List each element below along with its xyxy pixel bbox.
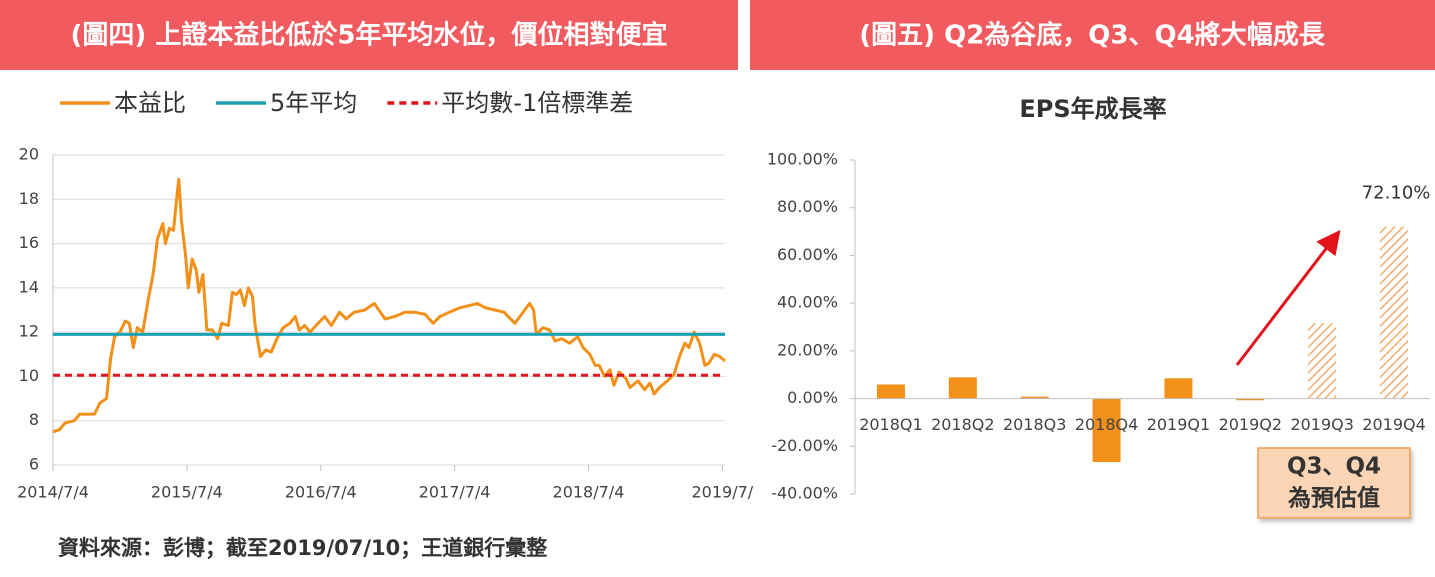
x-tick-label: 2014/7/4 (17, 483, 89, 502)
x-tick-label: 2019Q4 (1362, 415, 1426, 434)
source-note: 資料來源：彭博；截至2019/07/10；王道銀行彙整 (58, 536, 547, 560)
bar (1308, 323, 1337, 399)
bar (1236, 398, 1265, 401)
y-tick-label: 18 (19, 189, 39, 208)
y-tick-label: -40.00% (771, 484, 838, 503)
bar (1020, 396, 1049, 399)
x-tick-label: 2018Q2 (931, 415, 995, 434)
y-tick-label: 12 (19, 322, 39, 341)
y-tick-label: 80.00% (777, 197, 838, 216)
y-tick-label: 14 (19, 277, 39, 296)
panel-header: (圖四) 上證本益比低於5年平均水位，價位相對便宜 (71, 20, 668, 51)
bar (876, 384, 905, 399)
x-tick-label: 2019Q1 (1147, 415, 1211, 434)
y-tick-label: 20.00% (777, 340, 838, 359)
trend-arrow (1235, 229, 1341, 366)
y-tick-label: 6 (29, 455, 39, 474)
x-tick-label: 2019/7/ (691, 483, 753, 502)
chart-title: EPS年成長率 (1019, 95, 1166, 123)
legend-label: 5年平均 (270, 89, 357, 117)
y-tick-label: 16 (19, 233, 39, 252)
y-tick-label: 40.00% (777, 293, 838, 312)
header-bar (750, 0, 1435, 70)
value-label: 72.10% (1362, 183, 1431, 204)
series-line (52, 177, 726, 434)
x-tick-label: 2016/7/4 (285, 483, 357, 502)
y-tick-label: 100.00% (767, 150, 838, 169)
y-tick-label: 8 (29, 410, 39, 429)
annotation: 為預估值 (1288, 485, 1380, 512)
y-tick-label: 10 (19, 366, 39, 385)
x-tick-label: 2018/7/4 (553, 483, 625, 502)
bar (948, 377, 977, 399)
bar (1164, 378, 1193, 399)
x-tick-label: 2018Q3 (1003, 415, 1067, 434)
x-tick-label: 2018Q1 (859, 415, 923, 434)
bar (1380, 226, 1409, 399)
y-tick-label: -20.00% (771, 436, 838, 455)
y-tick-label: 60.00% (777, 245, 838, 264)
legend-label: 本益比 (114, 89, 186, 117)
x-tick-label: 2019Q2 (1219, 415, 1283, 434)
panel-header: (圖五) Q2為谷底，Q3、Q4將大幅成長 (859, 20, 1325, 51)
annotation: Q3、Q4 (1287, 454, 1381, 480)
annotation-box (1257, 447, 1411, 519)
y-tick-label: 20 (19, 145, 39, 164)
x-tick-label: 2015/7/4 (151, 483, 223, 502)
y-tick-label: 0.00% (787, 388, 838, 407)
x-tick-label: 2017/7/4 (419, 483, 491, 502)
x-tick-label: 2019Q3 (1290, 415, 1354, 434)
bar (1092, 398, 1121, 463)
legend-label: 平均數-1倍標準差 (441, 89, 633, 117)
header-bar (0, 0, 738, 70)
x-tick-label: 2018Q4 (1075, 415, 1139, 434)
